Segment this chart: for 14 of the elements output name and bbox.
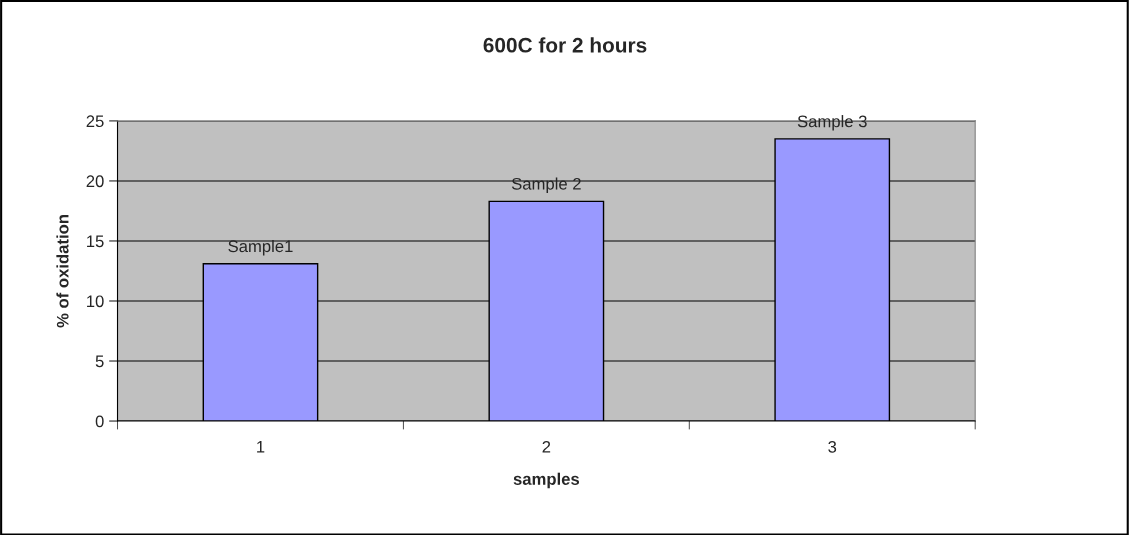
x-tick-label: 3 <box>828 440 837 453</box>
chart-title: 600C for 2 hours <box>483 37 647 53</box>
annotation: Sample 3 <box>797 115 867 131</box>
y-tick-label: 0 <box>95 415 104 428</box>
y-tick-label: 20 <box>86 175 104 188</box>
y-tick-label: 25 <box>86 115 104 128</box>
annotation: Sample1 <box>228 239 293 256</box>
x-tick-label: 1 <box>257 441 265 453</box>
x-tick-label: 2 <box>542 440 551 453</box>
y-tick-label: 10 <box>87 295 104 308</box>
y-tick-label: 15 <box>87 235 104 248</box>
x-axis-title: samples <box>513 472 580 489</box>
y-axis-title: % of oxidation <box>56 215 69 328</box>
y-tick-label: 5 <box>95 355 104 368</box>
